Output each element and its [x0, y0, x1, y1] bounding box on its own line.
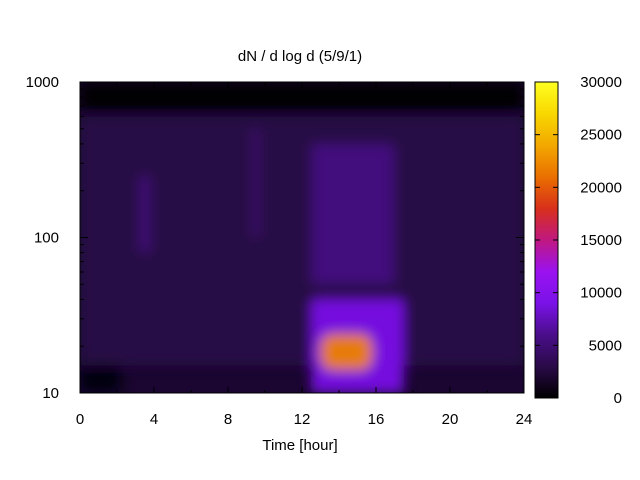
colorbar-tick-label: 0	[614, 390, 622, 407]
heatmap-region	[252, 128, 260, 238]
heatmap-region	[320, 333, 373, 371]
x-axis: 0 4 8 12 16 20 24	[76, 82, 533, 428]
heatmap-region	[139, 175, 151, 253]
x-tick-label: 20	[442, 411, 459, 428]
heatmap-region	[80, 116, 524, 366]
x-tick-label: 0	[76, 411, 84, 428]
y-axis: 10 100 1000	[26, 74, 524, 402]
x-tick-label: 8	[224, 411, 232, 428]
heatmap-region	[311, 143, 395, 285]
colorbar-tick-label: 10000	[580, 285, 622, 302]
x-tick-label: 24	[516, 411, 533, 428]
x-tick-label: 16	[368, 411, 385, 428]
colorbar-tick-label: 15000	[580, 232, 622, 249]
y-tick-label: 100	[34, 230, 59, 247]
colorbar-ticks: 0 5000 10000 15000 20000 25000 30000	[535, 74, 622, 407]
y-tick-label: 10	[42, 385, 59, 402]
x-axis-label: Time [hour]	[262, 437, 337, 454]
x-tick-label: 4	[150, 411, 158, 428]
x-tick-label: 12	[294, 411, 311, 428]
colorbar-tick-label: 25000	[580, 127, 622, 144]
y-tick-label: 1000	[26, 74, 59, 91]
chart-title: dN / d log d (5/9/1)	[238, 48, 362, 65]
colorbar-tick-label: 20000	[580, 179, 622, 196]
colorbar-tick-label: 30000	[580, 74, 622, 91]
heatmap-area	[80, 82, 524, 393]
colorbar: 0 5000 10000 15000 20000 25000 30000	[534, 74, 622, 407]
heatmap-region	[80, 82, 524, 112]
colorbar-tick-label: 5000	[589, 337, 622, 354]
